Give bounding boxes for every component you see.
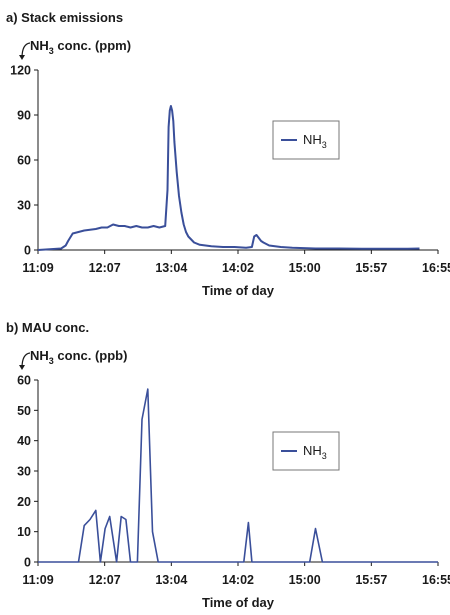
panel-title: b) MAU conc. <box>6 320 89 335</box>
legend: NH3 <box>272 120 340 160</box>
y-tick-label: 120 <box>10 64 31 78</box>
chart-panel-b: b) MAU conc. NH3 conc. (ppb) 0 10 20 30 40 50 60… <box>6 320 450 610</box>
y-axis-arrowhead <box>19 365 25 370</box>
y-axis-label: NH3 conc. (ppm) <box>30 38 131 56</box>
x-tick-label: 15:57 <box>355 573 387 587</box>
y-tick-label: 90 <box>17 109 31 123</box>
x-tick-label: 14:02 <box>222 261 254 275</box>
y-tick-label: 50 <box>17 404 31 418</box>
x-tick-label: 15:00 <box>289 261 321 275</box>
series-line-nh3 <box>38 388 438 563</box>
legend-label: NH3 <box>303 132 327 150</box>
x-tick-label: 13:04 <box>155 261 187 275</box>
x-tick-label: 16:55 <box>422 573 450 587</box>
y-tick-label: 30 <box>17 465 31 479</box>
x-tick-label: 13:04 <box>155 573 187 587</box>
panel-title: a) Stack emissions <box>6 10 123 25</box>
y-tick-label: 0 <box>24 556 31 570</box>
x-tick-label: 15:57 <box>355 261 387 275</box>
x-tick-label: 12:07 <box>89 573 121 587</box>
legend: NH3 <box>272 431 340 471</box>
y-axis-arrowhead <box>19 55 25 60</box>
x-tick-label: 11:09 <box>22 573 53 587</box>
x-axis-title: Time of day <box>202 595 275 610</box>
x-tick-label: 12:07 <box>89 261 121 275</box>
y-tick-label: 60 <box>17 154 31 168</box>
x-tick-label: 14:02 <box>222 573 254 587</box>
y-tick-label: 20 <box>17 495 31 509</box>
x-tick-label: 15:00 <box>289 573 321 587</box>
y-tick-label: 30 <box>17 199 31 213</box>
y-axis-label: NH3 conc. (ppb) <box>30 348 127 366</box>
x-tick-label: 11:09 <box>22 261 53 275</box>
y-tick-label: 10 <box>17 525 31 539</box>
chart-panel-a: a) Stack emissions NH3 conc. (ppm) 0 30 60 90… <box>6 10 450 298</box>
y-tick-label: 40 <box>17 434 31 448</box>
y-tick-label: 60 <box>17 374 31 388</box>
x-axis-title: Time of day <box>202 283 275 298</box>
x-tick-label: 16:55 <box>422 261 450 275</box>
legend-label: NH3 <box>303 443 327 461</box>
series-line-nh3 <box>37 105 420 251</box>
y-tick-label: 0 <box>24 244 31 258</box>
